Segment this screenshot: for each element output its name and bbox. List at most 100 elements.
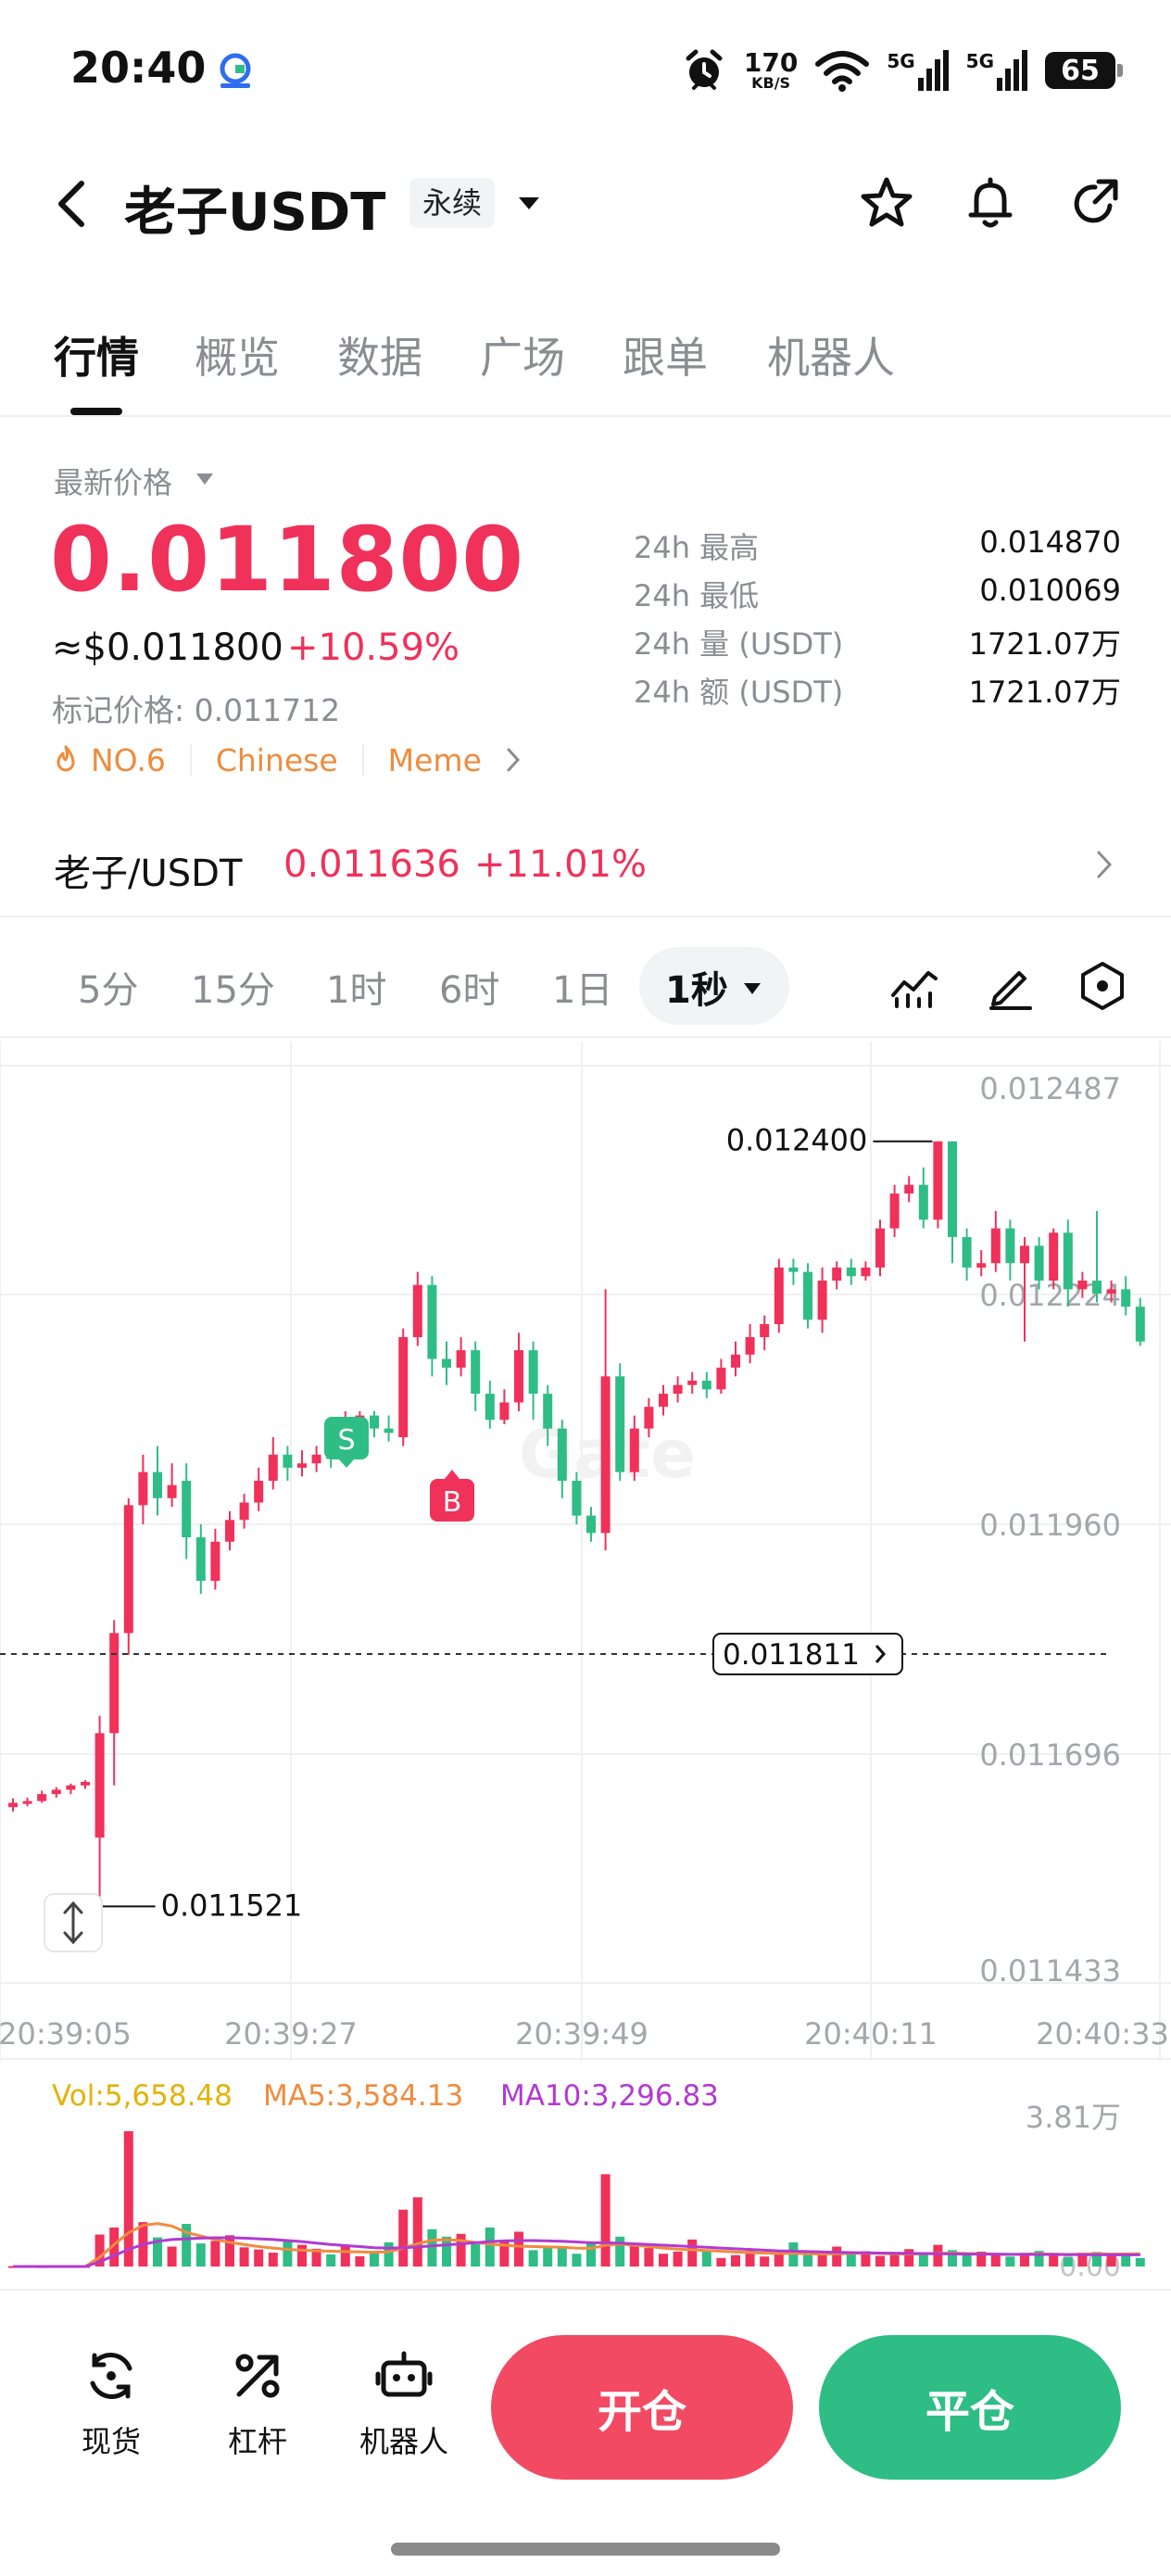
drag-handle-icon[interactable] (44, 1893, 103, 1952)
candle (153, 1446, 162, 1516)
volume-bar (962, 2253, 972, 2267)
flame-icon (57, 745, 75, 772)
alarm-icon (686, 49, 723, 90)
low-price-label: 0.011521 (161, 1888, 303, 1923)
settings-hexagon-icon[interactable] (1075, 958, 1130, 1014)
last-price: 0.011800 (50, 508, 525, 612)
volume-label: Vol:5,658.48 (52, 2079, 233, 2113)
current-price-tag[interactable]: 0.011811 (712, 1632, 903, 1675)
candle (456, 1337, 466, 1377)
interval-5m[interactable]: 5分 (78, 969, 139, 1012)
interval-15m[interactable]: 15分 (191, 969, 275, 1012)
back-icon[interactable] (48, 176, 100, 232)
volume-bar (629, 2245, 639, 2267)
robot-icon (375, 2351, 433, 2397)
candle (8, 1798, 18, 1812)
candle (1092, 1210, 1102, 1303)
tab-data[interactable]: 数据 (337, 333, 422, 383)
volume-bar (861, 2251, 871, 2267)
bell-icon[interactable] (960, 172, 1021, 234)
volume-bar (701, 2250, 711, 2267)
status-bar: 20:40 170 KB/S 5G 5G 65 (0, 0, 1171, 139)
interval-1s[interactable]: 1秒 (665, 969, 728, 1012)
candle (109, 1620, 120, 1786)
stat-low: 24h 最低 0.010069 (634, 573, 1121, 613)
volume-bar (370, 2251, 379, 2267)
volume-bar (1049, 2255, 1059, 2267)
candle (81, 1780, 90, 1789)
candle (239, 1494, 249, 1529)
nav-margin[interactable]: 杠杆 (202, 2346, 313, 2461)
chevron-right-icon[interactable] (504, 746, 523, 774)
tab-square[interactable]: 广场 (480, 333, 565, 383)
volume-bar (1077, 2253, 1088, 2267)
volume-bar (803, 2251, 812, 2267)
volume-bar (557, 2248, 567, 2267)
caret-down-icon[interactable] (741, 980, 763, 997)
spot-change: +11.01% (474, 843, 648, 886)
y-tick-label: 0.011696 (979, 1737, 1121, 1773)
volume-bar (774, 2254, 784, 2267)
spot-pair-name: 老子/USDT (54, 852, 243, 895)
star-icon[interactable] (856, 172, 917, 234)
volume-bar (731, 2254, 740, 2267)
volume-bar (528, 2250, 538, 2267)
candle (659, 1384, 668, 1416)
tab-bots[interactable]: 机器人 (767, 333, 895, 383)
caret-down-icon[interactable] (515, 189, 543, 217)
interval-active-pill[interactable] (639, 947, 789, 1025)
usd-price: ≈$0.011800 (52, 626, 283, 669)
candle (629, 1415, 639, 1482)
status-time: 20:40 (70, 43, 207, 93)
signal-bars-icon (997, 50, 1027, 91)
volume-bar (817, 2254, 827, 2267)
candle (701, 1371, 711, 1398)
high-price-label: 0.012400 (726, 1123, 868, 1158)
y-tick-label: 0.011960 (979, 1508, 1121, 1543)
candle (788, 1258, 799, 1285)
nav-robot[interactable]: 机器人 (348, 2346, 460, 2461)
tag-rank[interactable]: NO.6 (91, 741, 166, 778)
candle (774, 1258, 784, 1333)
candle (1020, 1237, 1029, 1342)
buy-marker[interactable]: B (430, 1470, 474, 1522)
candle (673, 1376, 683, 1403)
home-indicator[interactable] (391, 2543, 780, 2556)
tag-list[interactable]: NO.6 Chinese Meme (52, 739, 523, 780)
candle (557, 1420, 567, 1498)
volume-bar (456, 2233, 466, 2267)
candle (918, 1167, 928, 1229)
x-tick-label: 20:39:05 (0, 2016, 132, 2052)
tab-overview[interactable]: 概览 (195, 333, 280, 383)
sell-marker[interactable]: S (324, 1417, 369, 1468)
ma5-label: MA5:3,584.13 (263, 2079, 463, 2113)
volume-bar (659, 2254, 668, 2267)
interval-1d[interactable]: 1日 (552, 969, 613, 1012)
ma10-line (13, 2236, 1140, 2268)
spot-pair-row[interactable]: 老子/USDT 0.011636 +11.01% (0, 815, 1171, 917)
draw-pen-icon[interactable] (982, 958, 1038, 1014)
tag-meme[interactable]: Meme (387, 741, 482, 778)
volume-bar (384, 2241, 394, 2267)
indicator-icon[interactable] (886, 958, 941, 1014)
volume-bar (948, 2250, 957, 2267)
candle (22, 1797, 32, 1807)
latest-price-label[interactable]: 最新价格 (54, 465, 173, 500)
tag-chinese[interactable]: Chinese (215, 741, 338, 778)
nav-spot[interactable]: 现货 (56, 2346, 167, 2461)
volume-bar (340, 2245, 350, 2267)
chevron-right-icon[interactable] (1093, 847, 1115, 882)
wifi-icon (815, 51, 870, 92)
volume-bar (485, 2227, 495, 2267)
contract-type-badge[interactable]: 永续 (409, 178, 496, 228)
candlestick-chart[interactable]: 0.0124870.0122240.0119600.0116960.011433… (0, 1042, 1171, 2283)
interval-6h[interactable]: 6时 (439, 969, 500, 1012)
share-icon[interactable] (1064, 172, 1125, 234)
price-chart[interactable]: 0.012487 0.012224 0.011960 0.011696 0.011433… (0, 1042, 1171, 2283)
caret-down-icon[interactable] (195, 471, 215, 487)
open-position-button[interactable]: 开仓 (491, 2335, 793, 2480)
close-position-button[interactable]: 平仓 (819, 2335, 1121, 2480)
interval-1h[interactable]: 1时 (326, 969, 387, 1012)
tab-market[interactable]: 行情 (54, 333, 139, 383)
tab-copy-trading[interactable]: 跟单 (623, 333, 708, 383)
